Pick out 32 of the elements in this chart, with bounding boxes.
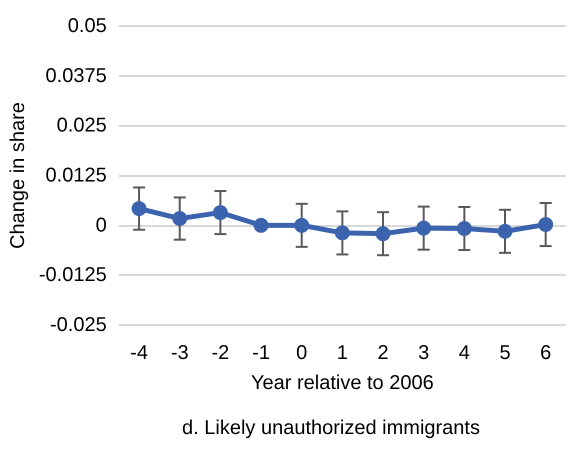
- point: [254, 218, 269, 233]
- x-tick-label: 6: [540, 342, 552, 364]
- y-tick-label: 0.0375: [46, 64, 107, 87]
- y-tick-label: 0.05: [68, 15, 107, 37]
- point: [376, 226, 391, 242]
- x-tick-label: -3: [170, 342, 189, 364]
- point: [132, 201, 147, 216]
- x-tick-label: 2: [377, 342, 389, 364]
- point: [212, 205, 228, 220]
- x-tick-label: -1: [252, 342, 270, 364]
- text: d. Likely unauthorized immigrants: [182, 417, 480, 439]
- x-tick-label: 4: [458, 342, 470, 364]
- point: [334, 225, 350, 240]
- y-tick-label: -0.025: [50, 314, 107, 336]
- point: [538, 217, 554, 232]
- point: [416, 220, 432, 236]
- x-tick-label: 1: [336, 342, 348, 364]
- point: [498, 224, 513, 239]
- x-tick-label: 5: [499, 342, 511, 364]
- y-tick-label: 0.025: [56, 114, 107, 137]
- y-tick-label: 0: [96, 214, 107, 236]
- point: [456, 221, 472, 236]
- point: [294, 218, 310, 233]
- x-tick-label: 3: [418, 342, 430, 364]
- y-axis-title: Change in share: [7, 102, 29, 249]
- x-axis-title: Year relative to 2006: [251, 372, 434, 394]
- x-tick-label: -4: [130, 342, 148, 364]
- x-tick-label: 0: [296, 342, 308, 364]
- point: [172, 211, 188, 226]
- y-tick-label: 0.0125: [46, 164, 107, 186]
- x-tick-label: -2: [211, 342, 230, 364]
- y-tick-label: -0.0125: [38, 264, 107, 286]
